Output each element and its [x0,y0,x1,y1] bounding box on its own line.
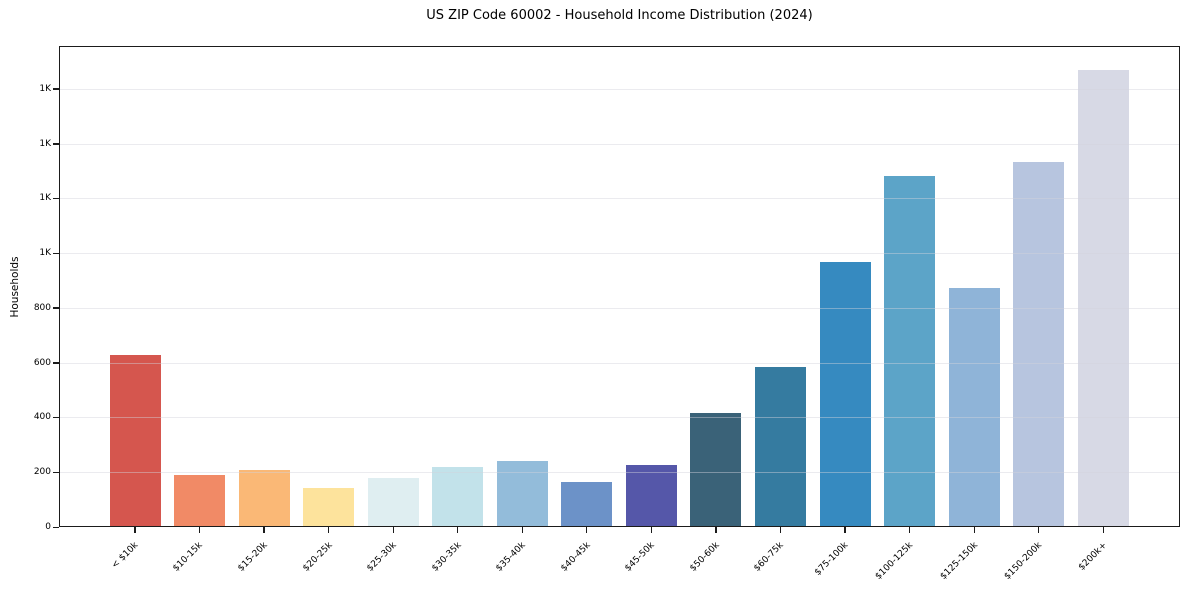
y-tick-label: 1K [39,138,51,149]
y-tick-label: 200 [33,467,51,478]
gridline [59,417,1180,419]
bar-$50-60k [690,413,742,527]
x-tick-label: $150-200k [1002,540,1045,582]
x-tick-label: $40-45k [559,540,593,574]
x-tick-mark [973,527,975,533]
gridline [59,362,1180,364]
y-tick-mark [53,526,59,528]
gridline [59,472,1180,474]
gridline [59,307,1180,309]
y-tick-mark [53,362,59,364]
bar-< $10k [109,354,161,527]
x-tick-mark [1102,527,1104,533]
y-tick-label: 800 [33,302,51,313]
bar-$75-100k [819,262,871,527]
bar-$150-200k [1013,161,1065,527]
x-tick-label: $30-35k [429,540,464,574]
y-tick-label: 1K [39,193,51,204]
x-tick-label: $60-75k [752,540,787,574]
x-tick-mark [908,527,911,533]
x-tick-mark [844,527,846,533]
y-tick-label: 600 [33,357,51,368]
x-tick-label: $20-25k [300,540,335,574]
bar-$10-15k [174,474,226,527]
x-tick-label: < $10k [110,540,141,571]
y-tick-mark [53,143,59,145]
y-tick-mark [53,197,59,200]
bar-$40-45k [561,481,613,527]
x-tick-mark [392,527,394,533]
y-tick-mark [53,88,59,90]
y-tick-mark [53,416,59,419]
y-tick-label: 0 [45,522,51,532]
x-tick-mark [198,527,201,533]
x-tick-label: $10-15k [171,540,206,574]
gridline [59,143,1180,145]
x-tick-mark [586,527,588,533]
plot-area [59,46,1180,527]
x-tick-mark [779,527,782,533]
x-tick-mark [521,527,523,533]
gridline [59,198,1180,200]
bar-$200k+ [1077,70,1129,527]
x-tick-label: $35-40k [494,540,528,574]
y-tick-mark [53,307,59,309]
chart-title: US ZIP Code 60002 - Household Income Dis… [426,8,813,23]
bar-$30-35k [432,466,484,527]
x-tick-mark [134,527,136,533]
bar-$45-50k [625,465,677,527]
x-tick-mark [328,527,330,533]
x-tick-label: $25-30k [365,540,399,574]
x-tick-mark [1038,527,1040,533]
y-tick-mark [53,252,59,255]
x-tick-label: $15-20k [236,540,270,574]
y-tick-label: 1K [39,83,51,94]
x-tick-label: $45-50k [623,540,657,574]
x-tick-mark [715,527,717,533]
x-tick-label: $75-100k [813,540,851,578]
bar-$20-25k [303,488,355,527]
bar-$125-150k [948,288,1000,527]
x-tick-label: $100-125k [873,540,916,582]
x-tick-label: $50-60k [688,540,722,574]
bar-$100-125k [884,176,936,527]
x-tick-mark [457,527,459,533]
gridline [59,88,1180,90]
bar-$15-20k [238,470,290,527]
x-tick-mark [650,527,653,533]
bar-$35-40k [496,460,548,527]
x-tick-mark [263,527,265,533]
x-tick-label: $200k+ [1076,540,1109,573]
x-tick-label: $125-150k [938,540,980,582]
bar-$60-75k [755,367,806,527]
y-tick-label: 1K [39,248,51,259]
y-tick-label: 400 [33,412,51,423]
gridline [59,253,1180,255]
bar-$25-30k [367,478,419,527]
y-tick-mark [53,471,59,474]
